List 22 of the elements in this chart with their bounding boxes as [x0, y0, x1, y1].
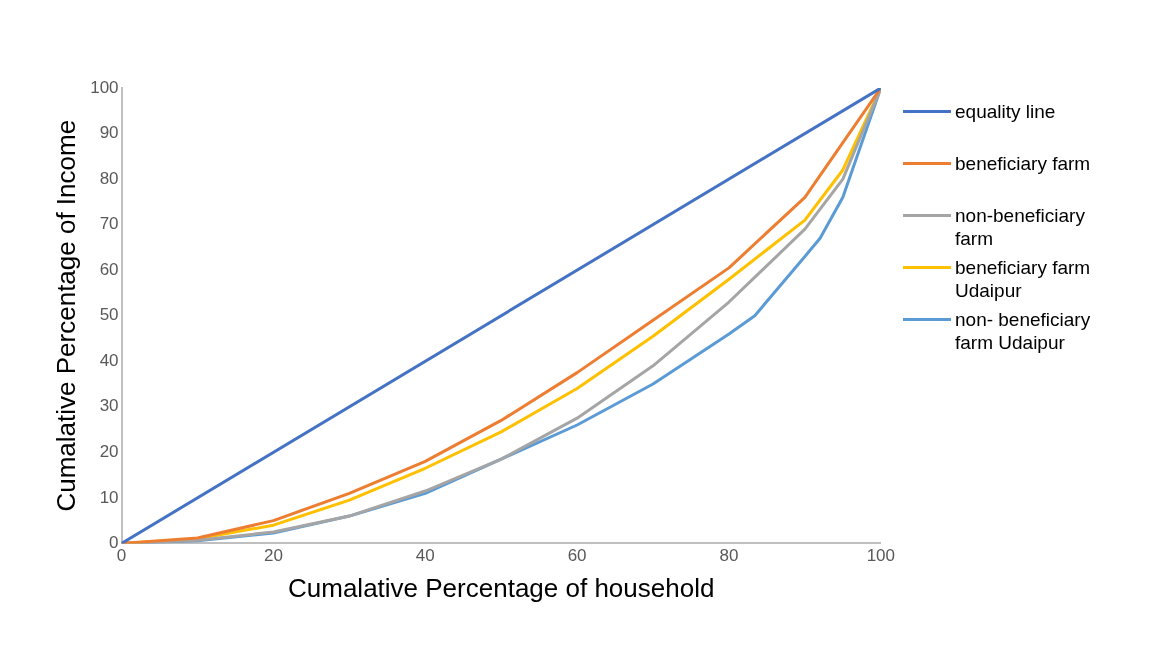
y-tick-label: 100 — [90, 77, 119, 97]
y-tick-label: 90 — [99, 123, 119, 143]
x-tick-label: 20 — [263, 546, 283, 566]
y-tick-label: 60 — [99, 259, 119, 279]
y-tick-label: 80 — [99, 168, 119, 188]
legend-label: equality line — [955, 100, 1056, 123]
y-tick-label: 20 — [99, 442, 119, 462]
y-tick-label: 70 — [99, 214, 119, 234]
x-axis-title: Cumalative Percentage of household — [288, 572, 715, 603]
y-tick-label: 10 — [99, 487, 119, 507]
x-tick-label: 80 — [719, 546, 739, 566]
y-tick-label: 40 — [99, 350, 119, 370]
y-tick-label: 50 — [99, 305, 119, 325]
x-tick-label: 100 — [866, 546, 896, 566]
x-tick-label: 40 — [415, 546, 435, 566]
y-tick-label: 30 — [99, 396, 119, 416]
legend-label: non- beneficiary farm Udaipur — [955, 308, 1092, 354]
x-tick-label: 60 — [567, 546, 587, 566]
y-axis-title: Cumalative Percentage of Income — [50, 119, 81, 512]
legend-label: beneficiary farm Udaipur — [955, 256, 1092, 302]
legend-label: beneficiary farm — [955, 152, 1091, 175]
legend-label: non-beneficiary farm — [955, 204, 1086, 250]
